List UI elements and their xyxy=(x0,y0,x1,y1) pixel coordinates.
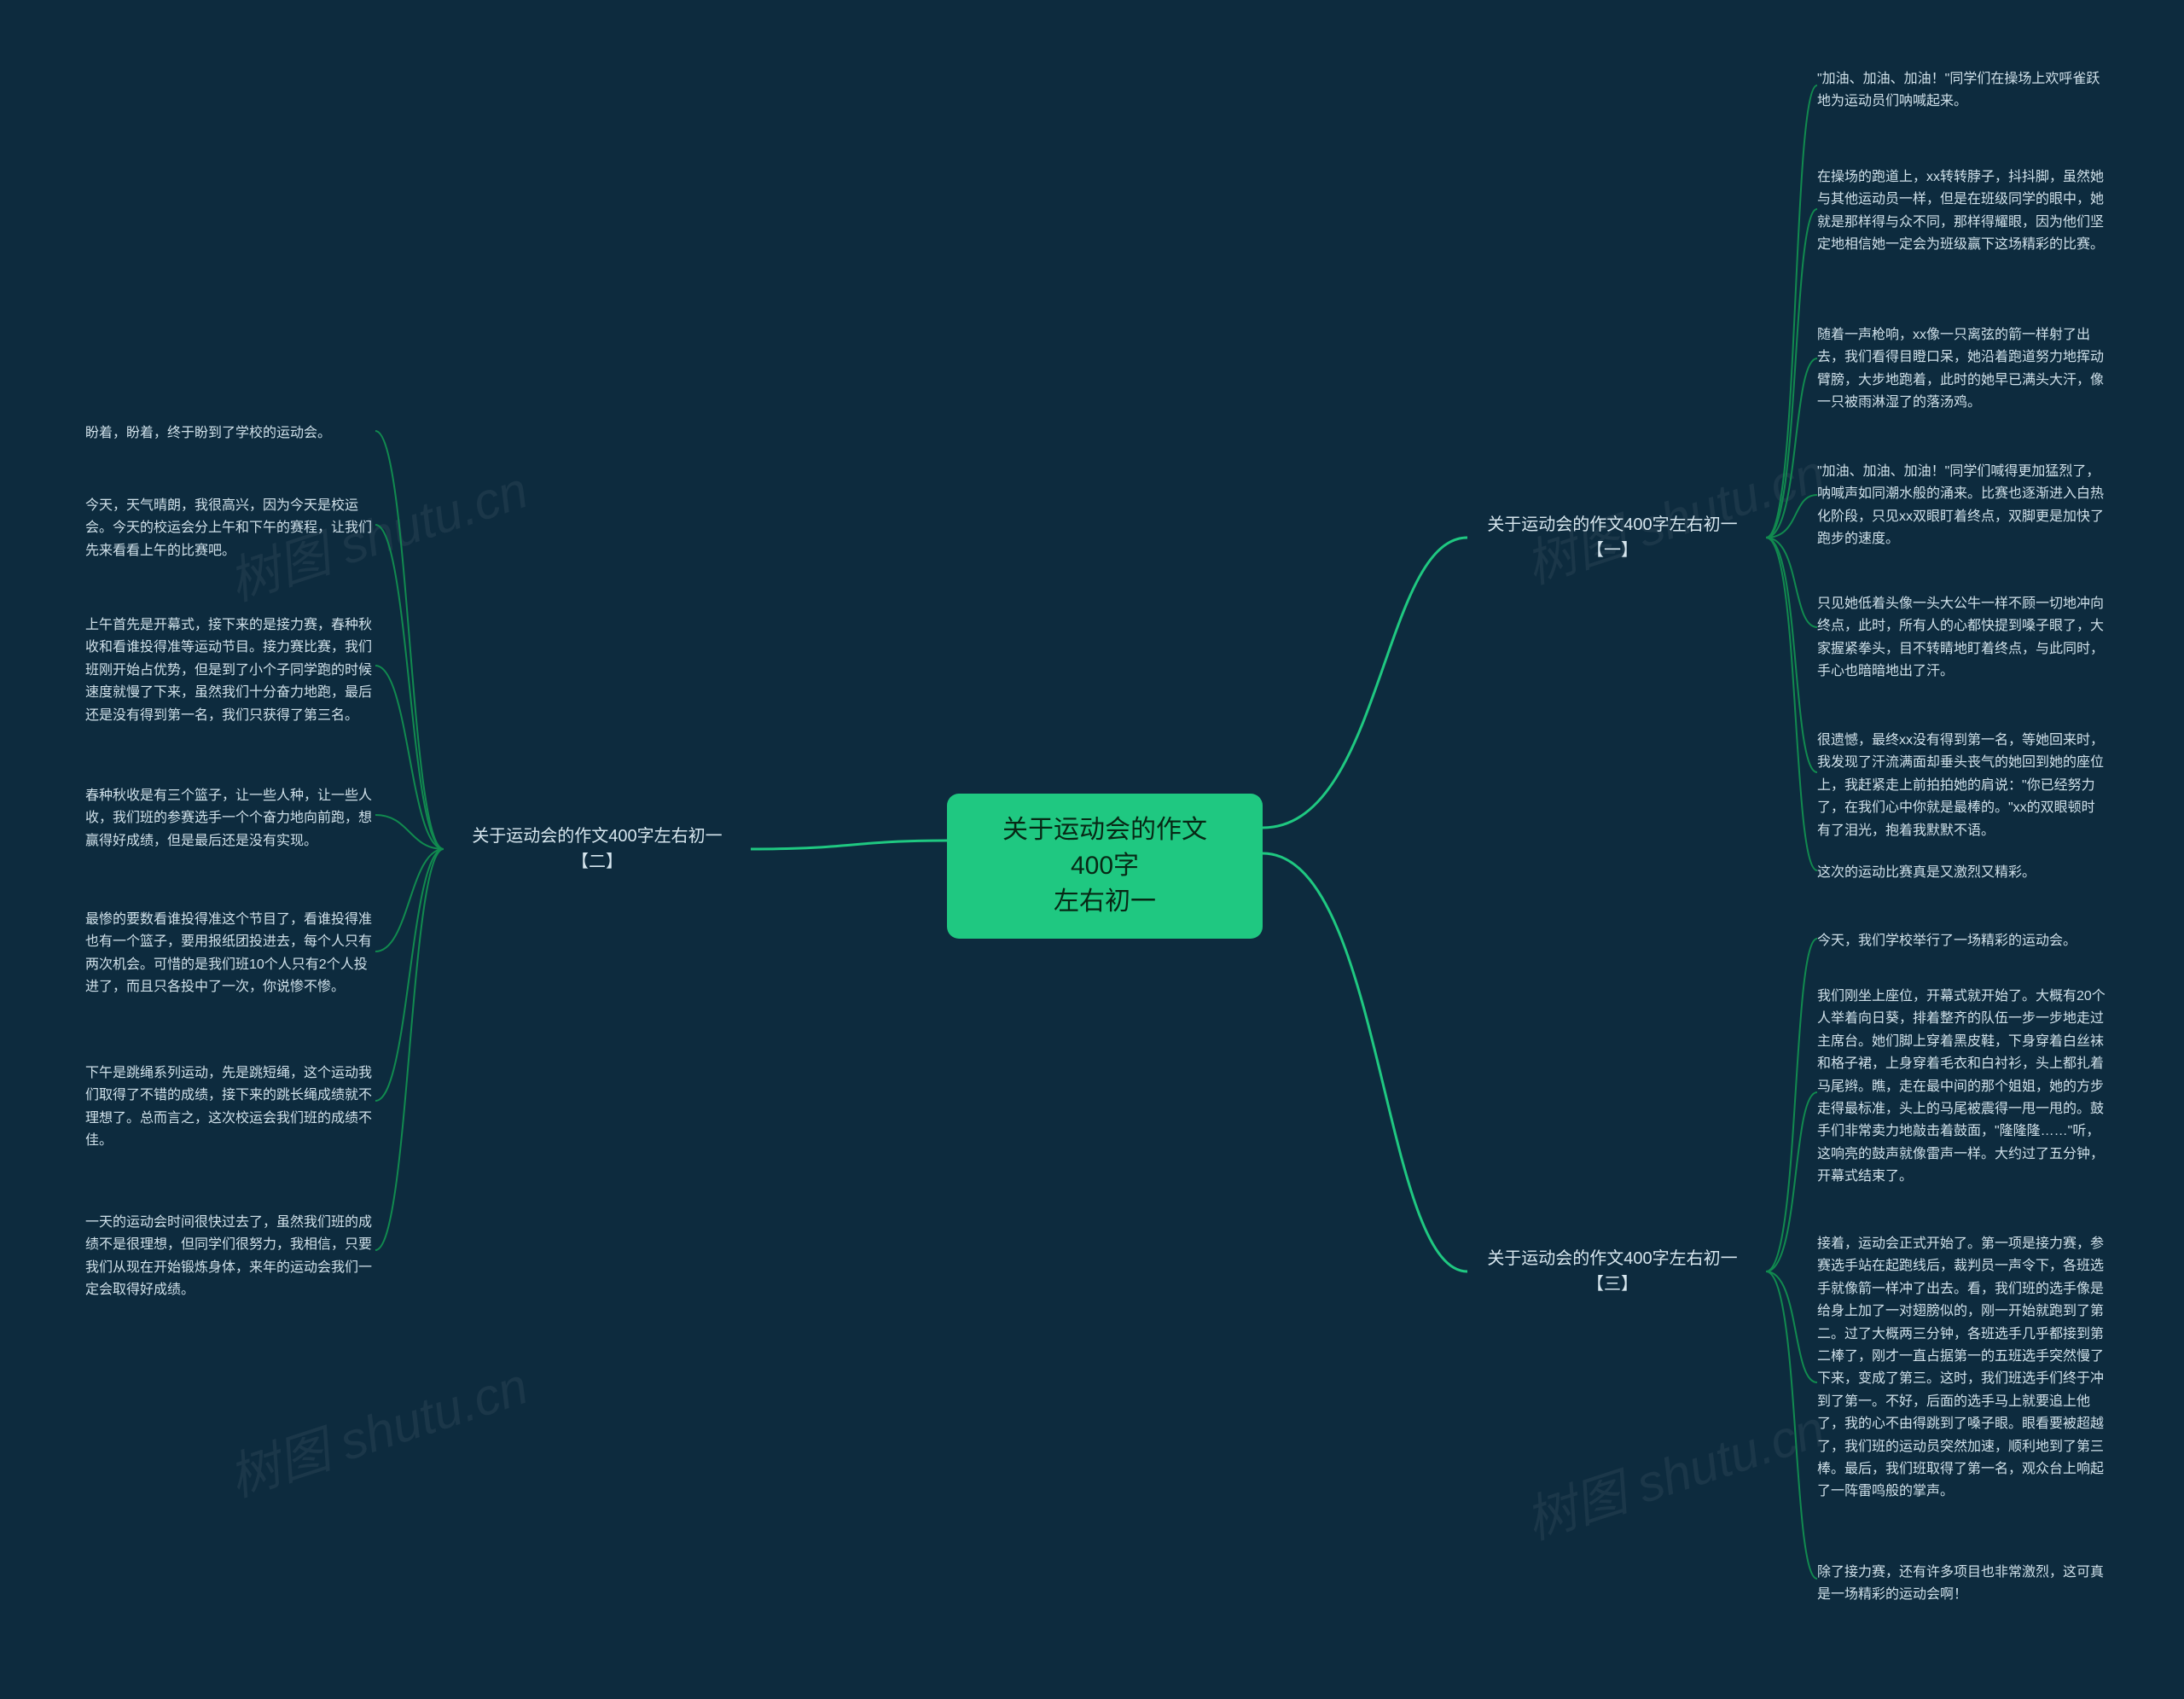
leaf-node[interactable]: 下午是跳绳系列运动，先是跳短绳，这个运动我们取得了不错的成绩，接下来的跳长绳成绩… xyxy=(85,1062,375,1153)
center-title-line1: 关于运动会的作文400字 xyxy=(1002,816,1207,880)
center-topic[interactable]: 关于运动会的作文400字 左右初一 xyxy=(947,794,1263,939)
watermark: 树图 shutu.cn xyxy=(218,1345,536,1511)
leaf-node[interactable]: 盼着，盼着，终于盼到了学校的运动会。 xyxy=(85,422,375,445)
branch1-line1: 关于运动会的作文400字左右初一 xyxy=(1487,515,1737,534)
leaf-node[interactable]: 一天的运动会时间很快过去了，虽然我们班的成绩不是很理想，但同学们很努力，我相信，… xyxy=(85,1212,375,1302)
leaf-node[interactable]: 今天，天气晴朗，我很高兴，因为今天是校运会。今天的校运会分上午和下午的赛程，让我… xyxy=(85,495,375,562)
leaf-node[interactable]: 在操场的跑道上，xx转转脖子，抖抖脚，虽然她与其他运动员一样，但是在班级同学的眼… xyxy=(1817,166,2107,257)
leaf-node[interactable]: 我们刚坐上座位，开幕式就开始了。大概有20个人举着向日葵，排着整齐的队伍一步一步… xyxy=(1817,986,2107,1189)
leaf-node[interactable]: 今天，我们学校举行了一场精彩的运动会。 xyxy=(1817,930,2107,952)
leaf-node[interactable]: 春种秋收是有三个篮子，让一些人种，让一些人收，我们班的参赛选手一个个奋力地向前跑… xyxy=(85,785,375,852)
branch2-line1: 关于运动会的作文400字左右初一 xyxy=(472,827,722,846)
leaf-node[interactable]: 很遗憾，最终xx没有得到第一名，等她回来时，我发现了汗流满面却垂头丧气的她回到她… xyxy=(1817,730,2107,842)
leaf-node[interactable]: "加油、加油、加油！"同学们喊得更加猛烈了，呐喊声如同潮水般的涌来。比赛也逐渐进… xyxy=(1817,461,2107,551)
branch-label-3[interactable]: 关于运动会的作文400字左右初一 【三】 xyxy=(1459,1246,1766,1297)
leaf-node[interactable]: 接着，运动会正式开始了。第一项是接力赛，参赛选手站在起跑线后，裁判员一声令下，各… xyxy=(1817,1233,2107,1504)
leaf-node[interactable]: 随着一声枪响，xx像一只离弦的箭一样射了出去，我们看得目瞪口呆，她沿着跑道努力地… xyxy=(1817,324,2107,415)
branch-label-2[interactable]: 关于运动会的作文400字左右初一 【二】 xyxy=(444,823,751,875)
branch3-line2: 【三】 xyxy=(1587,1275,1638,1294)
branch3-line1: 关于运动会的作文400字左右初一 xyxy=(1487,1249,1737,1268)
center-title-line2: 左右初一 xyxy=(1054,887,1156,916)
branch1-line2: 【一】 xyxy=(1587,541,1638,560)
leaf-node[interactable]: 只见她低着头像一头大公牛一样不顾一切地冲向终点，此时，所有人的心都快提到嗓子眼了… xyxy=(1817,593,2107,684)
leaf-node[interactable]: 这次的运动比赛真是又激烈又精彩。 xyxy=(1817,862,2107,884)
watermark: 树图 shutu.cn xyxy=(1514,1388,1833,1554)
leaf-node[interactable]: 最惨的要数看谁投得准这个节目了，看谁投得准也有一个篮子，要用报纸团投进去，每个人… xyxy=(85,909,375,999)
leaf-node[interactable]: "加油、加油、加油！"同学们在操场上欢呼雀跃地为运动员们呐喊起来。 xyxy=(1817,68,2107,113)
branch2-line2: 【二】 xyxy=(572,852,623,871)
leaf-node[interactable]: 除了接力赛，还有许多项目也非常激烈，这可真是一场精彩的运动会啊！ xyxy=(1817,1562,2107,1607)
leaf-node[interactable]: 上午首先是开幕式，接下来的是接力赛，春种秋收和看谁投得准等运动节目。接力赛比赛，… xyxy=(85,614,375,727)
branch-label-1[interactable]: 关于运动会的作文400字左右初一 【一】 xyxy=(1459,512,1766,563)
